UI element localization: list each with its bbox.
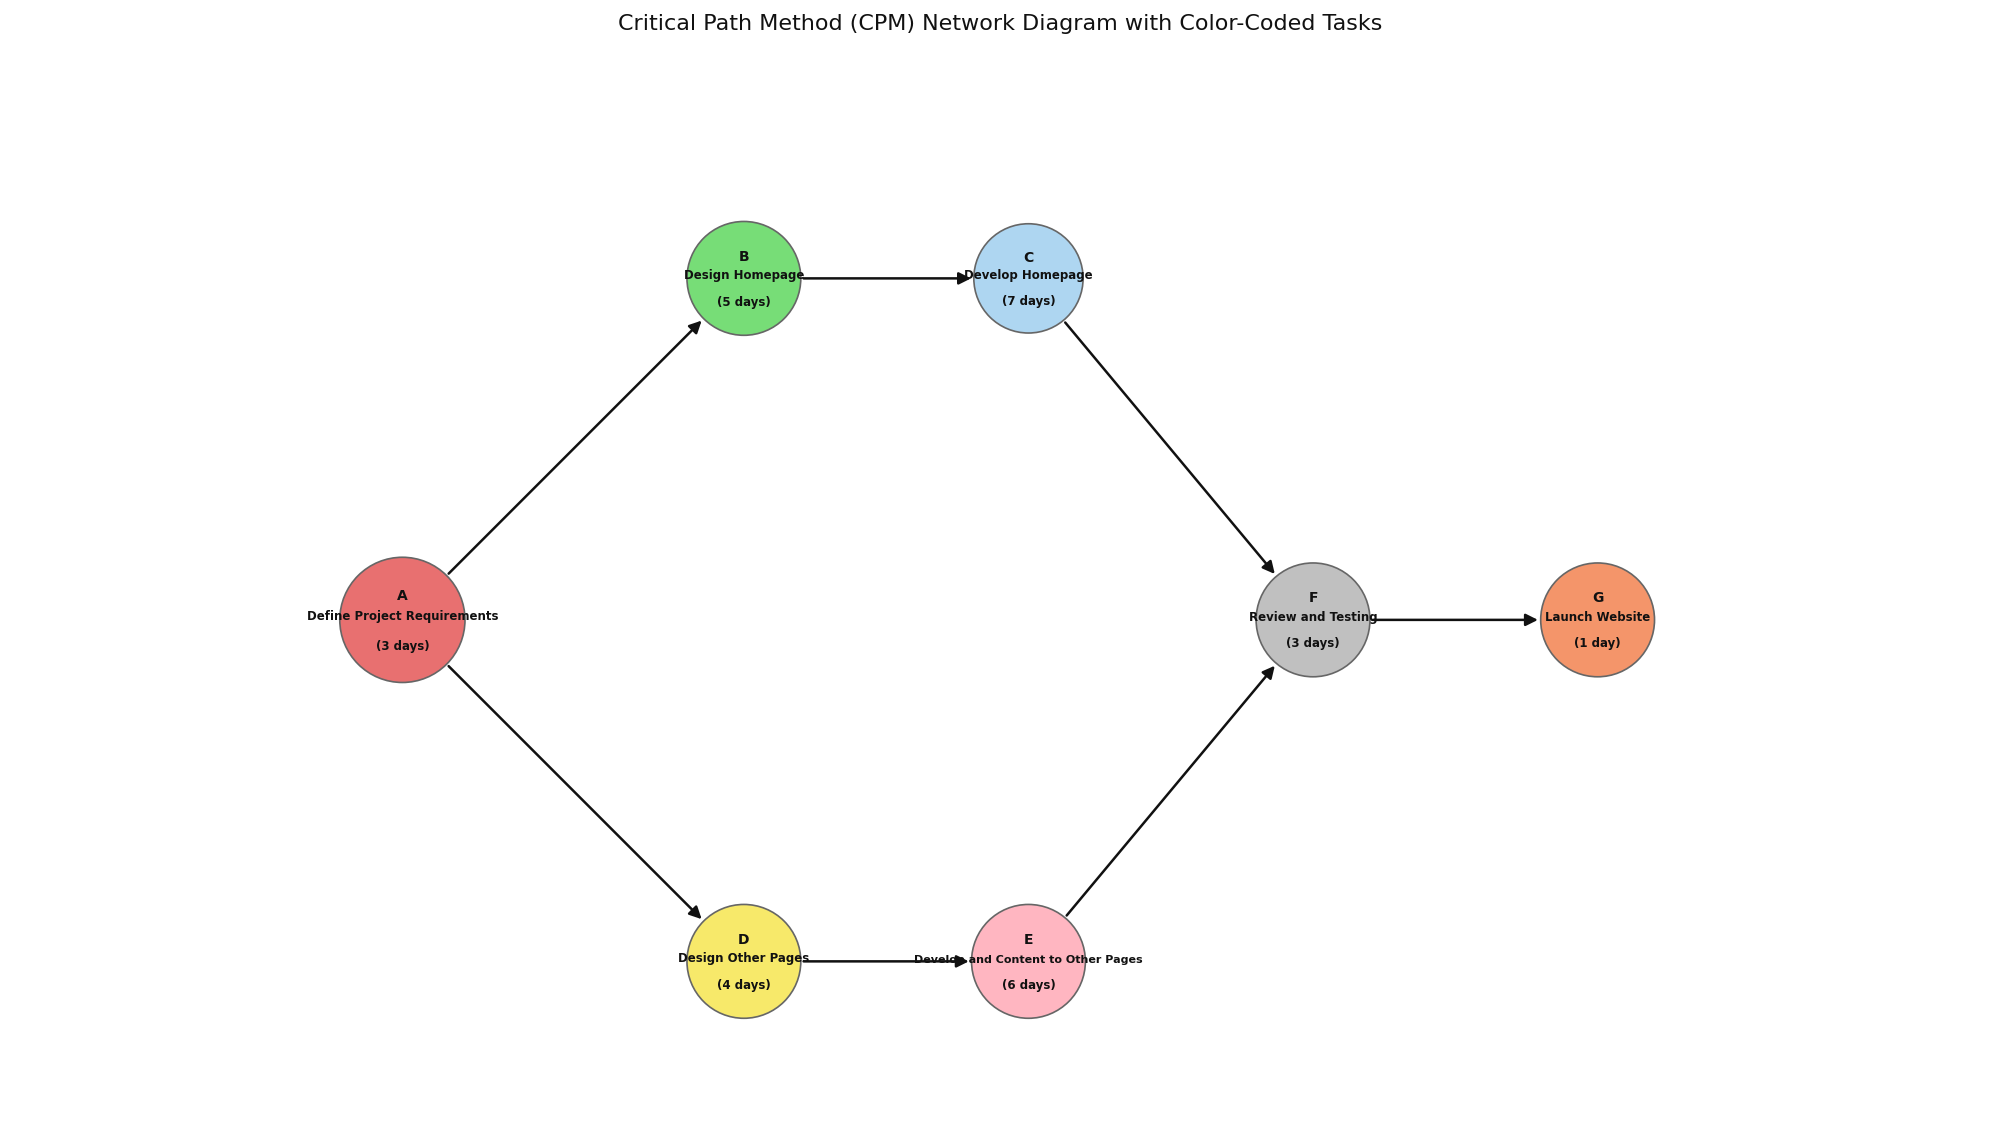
Text: D: D bbox=[738, 933, 750, 947]
Text: Launch Website: Launch Website bbox=[1544, 611, 1650, 623]
Text: C: C bbox=[1024, 251, 1034, 265]
Text: (7 days): (7 days) bbox=[1002, 295, 1056, 308]
Text: (3 days): (3 days) bbox=[376, 639, 430, 653]
Circle shape bbox=[686, 221, 800, 336]
Title: Critical Path Method (CPM) Network Diagram with Color-Coded Tasks: Critical Path Method (CPM) Network Diagr… bbox=[618, 14, 1382, 34]
Text: A: A bbox=[398, 589, 408, 603]
Text: E: E bbox=[1024, 933, 1034, 947]
Text: Develop Homepage: Develop Homepage bbox=[964, 269, 1092, 282]
Circle shape bbox=[972, 904, 1086, 1019]
Text: (4 days): (4 days) bbox=[718, 979, 770, 991]
Text: Design Homepage: Design Homepage bbox=[684, 269, 804, 282]
Text: (6 days): (6 days) bbox=[1002, 979, 1056, 991]
Text: B: B bbox=[738, 250, 750, 264]
Text: (5 days): (5 days) bbox=[718, 296, 770, 308]
Text: Design Other Pages: Design Other Pages bbox=[678, 952, 810, 965]
Text: Develop and Content to Other Pages: Develop and Content to Other Pages bbox=[914, 956, 1142, 965]
Circle shape bbox=[1256, 563, 1370, 677]
Circle shape bbox=[340, 557, 464, 683]
Text: (3 days): (3 days) bbox=[1286, 637, 1340, 650]
Text: Review and Testing: Review and Testing bbox=[1248, 611, 1378, 623]
Circle shape bbox=[974, 223, 1084, 333]
Circle shape bbox=[686, 904, 800, 1019]
Text: F: F bbox=[1308, 591, 1318, 605]
Text: (1 day): (1 day) bbox=[1574, 637, 1620, 650]
Circle shape bbox=[1540, 563, 1654, 677]
Text: G: G bbox=[1592, 591, 1604, 605]
Text: Define Project Requirements: Define Project Requirements bbox=[306, 610, 498, 623]
